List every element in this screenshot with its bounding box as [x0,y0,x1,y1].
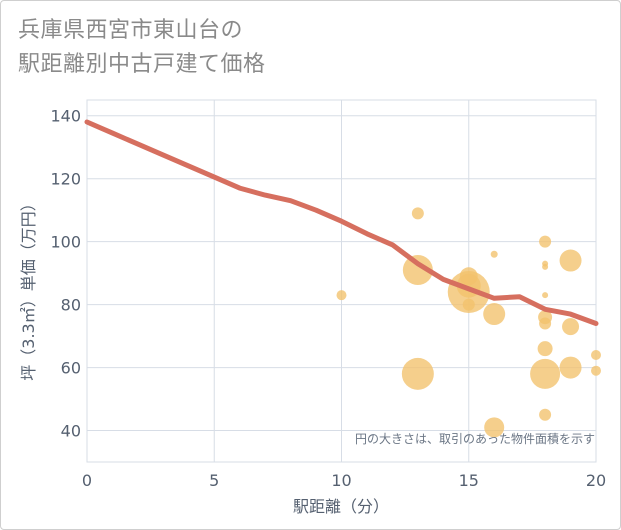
chart-title: 兵庫県西宮市東山台の 駅距離別中古戸建て価格 [18,14,266,82]
data-bubble [539,408,552,421]
x-tick-label: 20 [586,471,606,490]
data-bubble [562,318,580,336]
x-tick-labels: 0 5 10 15 20 [82,471,606,490]
y-tick-label: 140 [50,107,81,126]
data-bubble [484,417,505,438]
data-bubble [402,254,433,285]
data-bubble [542,292,549,299]
data-bubble [537,341,553,357]
y-tick-label: 120 [50,170,81,189]
y-tick-label: 60 [61,359,81,378]
data-bubble [559,249,582,272]
y-axis-label: 坪（3.3㎡）単価（万円） [19,195,38,380]
data-bubble [462,298,475,311]
data-bubble [411,207,424,220]
data-bubble [447,271,490,314]
data-bubble [401,357,434,390]
y-tick-label: 40 [61,422,81,441]
x-axis-label: 駅距離（分） [293,497,389,516]
x-tick-label: 10 [331,471,351,490]
trend-line [84,119,599,326]
x-tick-label: 15 [459,471,479,490]
y-tick-labels: 40 60 80 100 120 140 [50,107,81,441]
data-bubble [539,235,552,248]
data-bubble [539,317,552,330]
y-tick-label: 80 [61,296,81,315]
chart-title-line1: 兵庫県西宮市東山台の [18,18,244,43]
data-bubble [559,356,582,379]
data-bubble [542,263,549,270]
x-tick-label: 5 [209,471,219,490]
data-bubble [336,290,347,301]
size-annotation: 円の大きさは、取引のあった物件面積を示す [355,431,595,446]
data-bubble [530,358,561,389]
grid [86,99,597,463]
data-bubble [490,250,498,258]
data-bubble [591,365,601,376]
y-tick-label: 100 [50,233,81,252]
bubbles [336,207,601,438]
data-bubble [483,303,506,326]
chart-title-line2: 駅距離別中古戸建て価格 [18,52,266,77]
data-bubble [591,349,601,360]
x-tick-label: 0 [82,471,92,490]
